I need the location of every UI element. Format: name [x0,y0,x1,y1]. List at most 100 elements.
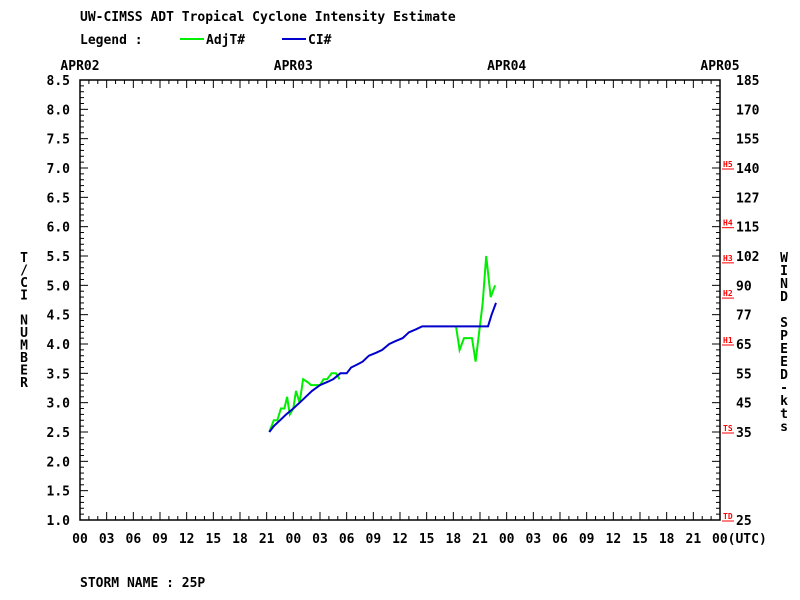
date-label: APR03 [274,59,313,74]
y-tick-label-right: 140 [736,162,760,177]
x-tick-label: 03 [312,532,328,547]
axis-label-char: - [780,381,788,396]
intensity-category-marks: TD TS H1 H2 H3 H4 H5 [722,160,734,522]
series-line-adjt [455,255,497,362]
x-tick-label: 18 [232,532,248,547]
x-tick-label: 15 [419,532,435,547]
x-tick-label: 12 [392,532,408,547]
axis-label-char: I [780,264,788,279]
y-tick-label-right: 185 [736,74,759,89]
y-tick-label-left: 8.0 [47,103,71,118]
date-label: APR04 [487,59,526,74]
axis-label-char: t [780,407,788,422]
axis-label-char: D [780,290,788,305]
y-tick-label-left: 1.5 [47,485,70,500]
y-tick-label-right: 127 [736,191,759,206]
axis-label-char: k [780,394,788,409]
legend-entry-ci: CI# [308,33,332,48]
y-tick-label-right: 55 [736,367,752,382]
y-tick-label-right: 90 [736,279,752,294]
axis-label-char: E [780,342,788,357]
data-series [268,255,497,433]
y-tick-label-left: 7.0 [47,162,71,177]
axis-label-char: s [780,420,788,435]
axis-label-char: C [20,276,28,291]
y-tick-label-right: 115 [736,221,759,236]
y-tick-label-left: 6.0 [47,221,71,236]
y-axis-right-tick-labels: 25 35 45 55 65 77 90 102 115 127 140 155 170 185 [736,74,760,529]
date-label: APR05 [700,59,739,74]
axis-label-char: N [780,277,788,292]
x-tick-label: 12 [606,532,622,547]
legend: AdjT# CI# [180,33,332,48]
axis-label-char: N [20,314,28,329]
x-tick-label: 06 [552,532,568,547]
axis-label-char: I [20,289,28,304]
y-tick-label-right: 45 [736,397,752,412]
axis-label-char: B [20,351,28,366]
x-tick-label: 03 [99,532,115,547]
y-tick-label-left: 6.5 [47,191,70,206]
axis-label-char: W [780,251,788,266]
x-axis-tick-labels: 00 03 06 09 12 15 18 21 00 03 06 09 12 15 18 21 00 03 06 09… [72,532,767,547]
axis-label-char: T [20,251,28,266]
category-mark-label: TD [723,512,733,521]
y-tick-label-left: 7.5 [47,133,70,148]
y-tick-label-left: 1.0 [47,514,71,529]
x-tick-label: 09 [366,532,382,547]
date-labels: APR02 APR03 APR04 APR05 [60,59,739,74]
date-label: APR02 [60,59,99,74]
category-mark-label: H1 [723,336,733,345]
axis-label-char: D [780,368,788,383]
axis-label-char: P [780,329,788,344]
series-line-adjt [268,372,341,433]
y-tick-label-right: 77 [736,309,752,324]
x-tick-label: 15 [206,532,222,547]
x-tick-label: 00 [72,532,88,547]
x-tick-label: 00 [286,532,302,547]
axis-label-char: R [20,376,28,391]
y-tick-label-left: 3.0 [47,397,71,412]
axis-label-char: E [20,364,28,379]
storm-name: STORM NAME : 25P [80,576,205,591]
axis-label-char: S [780,316,788,331]
category-mark-label: H2 [723,289,733,298]
y-tick-label-left: 2.0 [47,455,71,470]
x-tick-label: 12 [179,532,195,547]
y-tick-label-left: 8.5 [47,74,70,89]
x-tick-label: 06 [126,532,142,547]
x-tick-label: 03 [526,532,542,547]
y-tick-label-right: 102 [736,250,759,265]
y-tick-label-right: 155 [736,133,759,148]
y-tick-label-left: 5.0 [47,279,71,294]
axis-label-char: U [20,326,28,341]
y-tick-label-left: 4.0 [47,338,71,353]
category-mark-label: TS [723,424,733,433]
legend-label: Legend : [80,33,143,48]
y-tick-label-left: 2.5 [47,426,70,441]
y-tick-label-right: 170 [736,103,760,118]
axis-label-char: M [20,339,28,354]
chart-title: UW-CIMSS ADT Tropical Cyclone Intensity … [80,10,456,25]
x-tick-label: 00(UTC) [712,532,767,547]
category-mark-label: H3 [723,254,733,263]
axis-ticks [79,79,721,521]
y-tick-label-right: 25 [736,514,752,529]
x-tick-label: 06 [339,532,355,547]
x-tick-label: 15 [632,532,648,547]
x-tick-label: 09 [152,532,168,547]
y-tick-label-left: 5.5 [47,250,70,265]
y-tick-label-left: 4.5 [47,309,70,324]
category-mark-label: H4 [723,219,733,228]
plot-area-frame [79,79,721,521]
series-line-ci [268,302,497,433]
y-tick-label-right: 65 [736,338,752,353]
y-axis-left-tick-labels: 1.0 1.5 2.0 2.5 3.0 3.5 4.0 4.5 5.0 5.5 6.0 6.5 7.0 7… [47,74,71,529]
x-tick-label: 21 [686,532,702,547]
x-tick-label: 00 [499,532,515,547]
x-tick-label: 21 [472,532,488,547]
x-tick-label: 21 [259,532,275,547]
